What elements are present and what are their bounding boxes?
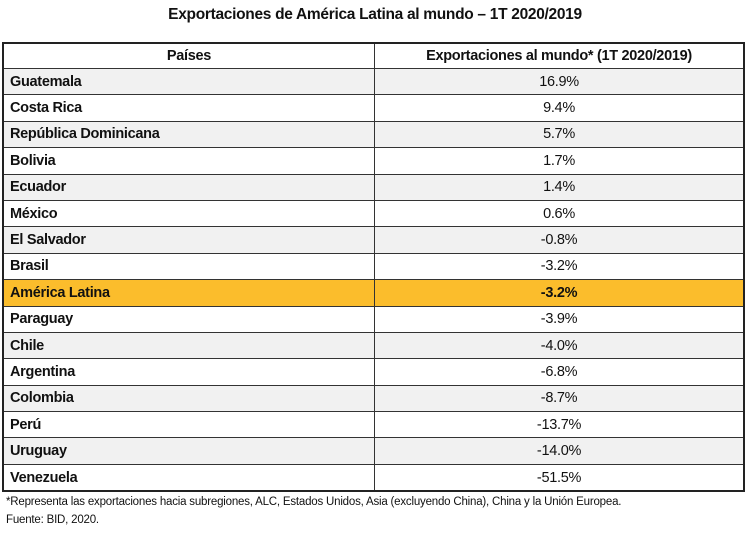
table-header-row: Países Exportaciones al mundo* (1T 2020/…: [2, 42, 745, 69]
export-value-cell: -6.8%: [374, 358, 745, 386]
export-value-cell: 16.9%: [374, 67, 745, 96]
country-cell: Uruguay: [2, 437, 375, 465]
table-row: República Dominicana 5.7%: [2, 120, 745, 149]
table-row: México 0.6%: [2, 199, 745, 228]
table-row: Argentina -6.8%: [2, 358, 745, 386]
table-row: Perú -13.7%: [2, 411, 745, 439]
country-cell: Colombia: [2, 384, 375, 413]
column-header-exports: Exportaciones al mundo* (1T 2020/2019): [374, 42, 745, 69]
export-value-cell: -8.7%: [374, 384, 745, 413]
table-row: Paraguay -3.9%: [2, 305, 745, 333]
country-cell: Perú: [2, 411, 375, 439]
table-row: Ecuador 1.4%: [2, 173, 745, 201]
export-value-cell: -3.2%: [374, 252, 745, 281]
country-cell: Venezuela: [2, 463, 375, 492]
table-row-highlighted: América Latina -3.2%: [2, 279, 745, 307]
country-cell: República Dominicana: [2, 120, 375, 149]
country-cell: Brasil: [2, 252, 375, 281]
export-value-cell: -0.8%: [374, 226, 745, 254]
export-value-cell: -4.0%: [374, 331, 745, 360]
column-header-countries: Países: [2, 42, 375, 69]
country-cell: Ecuador: [2, 173, 375, 201]
country-cell: Costa Rica: [2, 94, 375, 122]
table-row: Bolivia 1.7%: [2, 147, 745, 175]
export-value-cell: 1.7%: [374, 147, 745, 175]
table-row: Costa Rica 9.4%: [2, 94, 745, 122]
table-row: Guatemala 16.9%: [2, 67, 745, 96]
country-cell: Paraguay: [2, 305, 375, 333]
country-cell: Guatemala: [2, 67, 375, 96]
table-row: Venezuela -51.5%: [2, 463, 745, 492]
source-note: Fuente: BID, 2020.: [6, 514, 99, 526]
country-cell: Bolivia: [2, 147, 375, 175]
country-cell: América Latina: [2, 279, 375, 307]
export-value-cell: 0.6%: [374, 199, 745, 228]
table-row: El Salvador -0.8%: [2, 226, 745, 254]
table-row: Colombia -8.7%: [2, 384, 745, 413]
table-row: Brasil -3.2%: [2, 252, 745, 281]
country-cell: Argentina: [2, 358, 375, 386]
export-value-cell: 9.4%: [374, 94, 745, 122]
country-cell: México: [2, 199, 375, 228]
export-value-cell: -3.2%: [374, 279, 745, 307]
export-value-cell: 1.4%: [374, 173, 745, 201]
country-cell: Chile: [2, 331, 375, 360]
export-value-cell: -3.9%: [374, 305, 745, 333]
export-value-cell: 5.7%: [374, 120, 745, 149]
exports-table: Países Exportaciones al mundo* (1T 2020/…: [2, 42, 745, 493]
export-value-cell: -51.5%: [374, 463, 745, 492]
table-title: Exportaciones de América Latina al mundo…: [168, 6, 582, 23]
country-cell: El Salvador: [2, 226, 375, 254]
table-row: Uruguay -14.0%: [2, 437, 745, 465]
footnote: *Representa las exportaciones hacia subr…: [6, 496, 622, 508]
table-row: Chile -4.0%: [2, 331, 745, 360]
export-value-cell: -13.7%: [374, 411, 745, 439]
export-value-cell: -14.0%: [374, 437, 745, 465]
